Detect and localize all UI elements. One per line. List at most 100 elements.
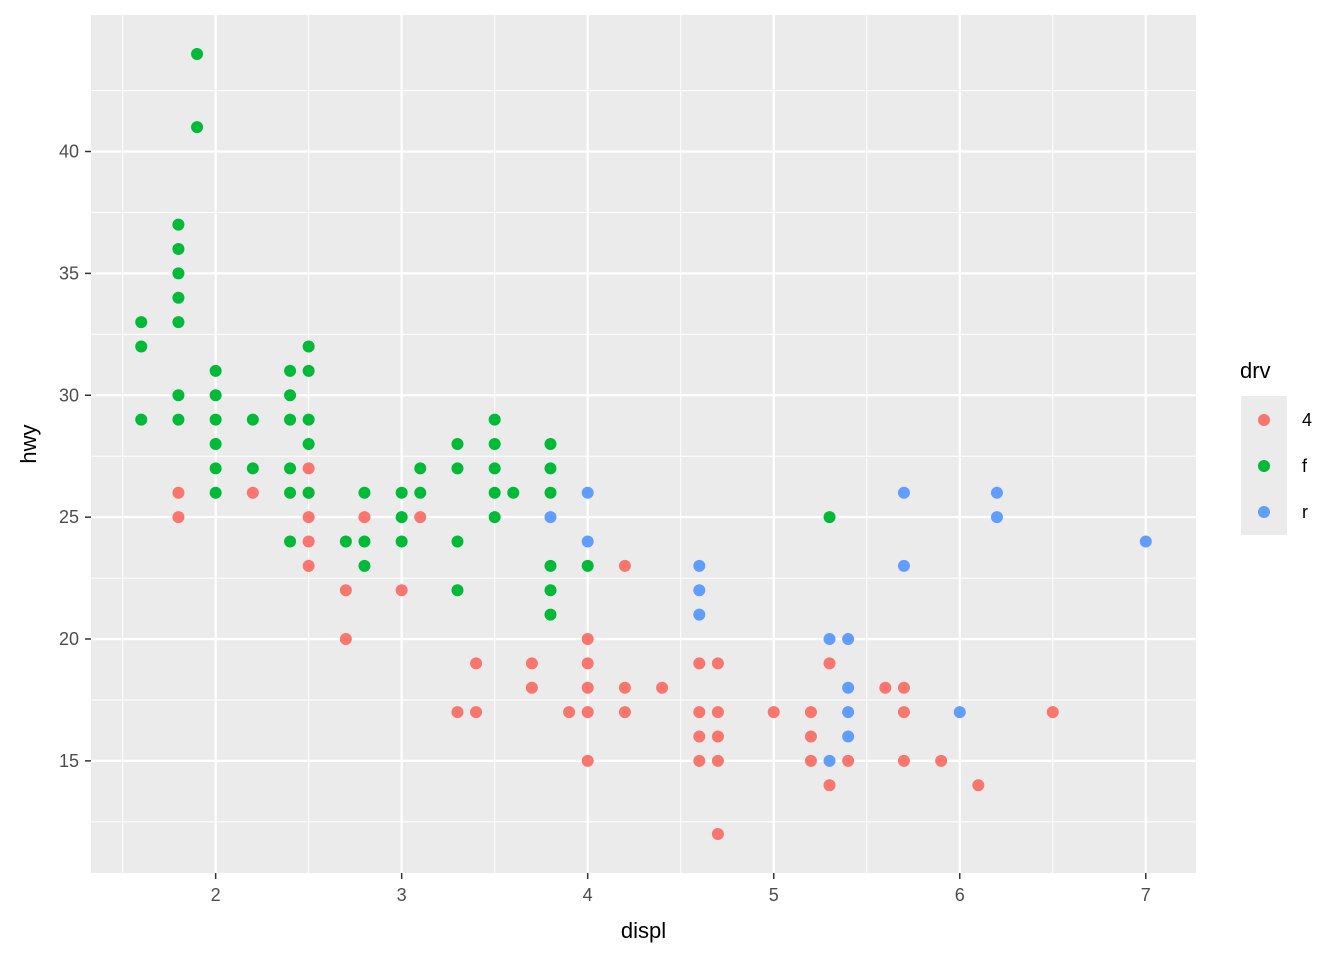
data-point-4 [897,706,910,719]
data-point-4 [711,754,724,767]
x-tick-label: 2 [211,885,221,905]
data-point-4 [693,657,706,670]
data-point-4 [711,828,724,840]
data-point-f [544,584,557,597]
data-point-4 [804,754,817,767]
data-point-f [284,413,297,426]
data-point-r [990,511,1003,524]
data-point-f [451,438,464,450]
legend-label-r: r [1302,502,1308,522]
legend-key-f [1258,460,1270,472]
data-point-f [246,413,259,426]
data-point-f [209,389,222,402]
data-point-r [693,608,706,621]
data-point-f [451,462,464,475]
data-point-f [302,486,315,499]
data-point-4 [246,486,259,499]
data-point-f [302,340,315,353]
x-tick-label: 3 [397,885,407,905]
data-point-f [209,438,222,450]
data-point-f [358,486,371,499]
data-point-4 [581,754,594,767]
data-point-f [488,511,501,524]
data-point-4 [470,706,483,719]
data-point-f [302,413,315,426]
data-point-f [284,364,297,377]
data-point-4 [711,657,724,670]
data-point-f [544,462,557,475]
legend-items: 4 f r [1258,410,1312,522]
data-point-4 [842,754,855,767]
x-tick-label: 4 [583,885,593,905]
data-point-f [246,462,259,475]
data-point-r [581,535,594,548]
data-point-f [358,535,371,548]
data-point-f [414,462,427,475]
data-point-4 [711,730,724,743]
data-point-f [172,218,185,231]
data-point-f [284,535,297,548]
data-point-4 [972,779,985,792]
plot-panel [91,15,1196,873]
data-point-f [302,438,315,450]
data-point-f [135,413,148,426]
data-point-r [897,486,910,499]
data-point-4 [414,511,427,524]
data-point-f [284,389,297,402]
data-point-f [488,438,501,450]
data-point-4 [656,681,669,694]
data-point-f [544,438,557,450]
data-point-r [1139,535,1152,548]
data-point-f [544,486,557,499]
data-point-4 [172,486,185,499]
data-point-4 [804,706,817,719]
data-point-f [172,267,185,280]
data-point-4 [897,754,910,767]
legend-key-4 [1258,414,1270,426]
data-point-r [897,559,910,572]
data-point-f [284,462,297,475]
data-point-r [842,706,855,719]
data-point-4 [563,706,576,719]
data-point-f [172,413,185,426]
data-point-f [395,486,408,499]
data-point-f [209,413,222,426]
data-point-4 [618,559,631,572]
data-point-r [823,633,836,645]
legend-label-f: f [1302,456,1308,476]
data-point-r [544,511,557,524]
legend-title: drv [1240,358,1271,383]
x-tick-label: 6 [955,885,965,905]
data-point-4 [172,511,185,524]
y-axis-title: hwy [16,424,41,463]
data-point-r [823,754,836,767]
data-point-4 [897,681,910,694]
data-point-f [284,486,297,499]
data-point-f [451,535,464,548]
data-point-f [414,486,427,499]
data-point-4 [395,584,408,597]
data-point-4 [693,730,706,743]
y-tick-label: 40 [59,142,79,162]
data-point-f [488,413,501,426]
data-point-4 [879,681,892,694]
data-point-f [172,243,185,255]
data-point-f [209,364,222,377]
data-point-4 [451,706,464,719]
minor-gridlines [91,15,1196,873]
data-point-4 [302,535,315,548]
data-point-f [172,316,185,329]
data-point-4 [302,462,315,475]
data-point-f [135,316,148,329]
data-point-4 [618,681,631,694]
data-point-4 [581,633,594,645]
data-point-4 [935,754,948,767]
y-tick-label: 15 [59,751,79,771]
y-tick-label: 25 [59,507,79,527]
data-point-4 [581,681,594,694]
data-point-f [507,486,520,499]
data-point-4 [1046,706,1059,719]
data-point-4 [339,584,352,597]
x-axis-title: displ [621,918,666,943]
